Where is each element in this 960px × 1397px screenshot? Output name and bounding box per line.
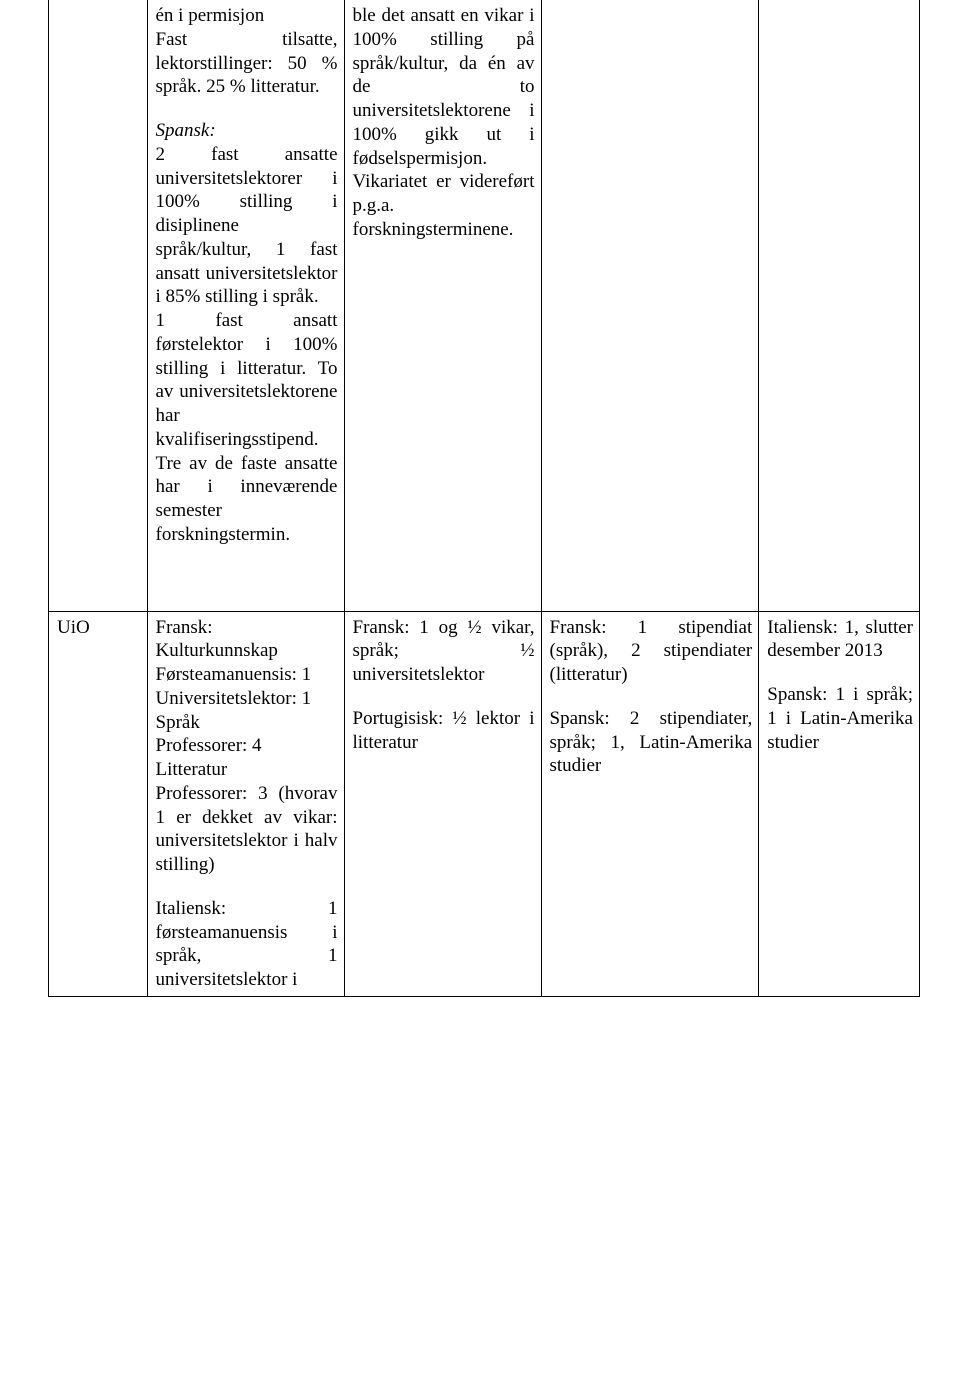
spacer <box>353 687 535 707</box>
cell-text: Fransk: 1 og ½ vikar, språk; ½ universit… <box>353 616 535 687</box>
data-table: én i permisjonFast tilsatte, lektorstill… <box>48 0 920 997</box>
table-cell: UiO <box>49 611 148 996</box>
table-cell: ble det ansatt en vikar i 100% stilling … <box>344 0 541 611</box>
spacer <box>156 99 338 119</box>
cell-text: Språk <box>156 711 338 735</box>
cell-text: Fransk: <box>156 616 338 640</box>
cell-text: Italiensk: 1, slutter desember 2013 <box>767 616 913 664</box>
cell-text: Fast tilsatte, lektorstillinger: 50 % sp… <box>156 28 338 99</box>
cell-text: Tre av de faste ansatte har i inneværend… <box>156 452 338 547</box>
table-cell: én i permisjonFast tilsatte, lektorstill… <box>147 0 344 611</box>
table-body: én i permisjonFast tilsatte, lektorstill… <box>49 0 920 996</box>
cell-text: 2 fast ansatte universitetslektorer i 10… <box>156 143 338 309</box>
cell-text: Spansk: 2 stipendiater, språk; 1, Latin-… <box>550 707 753 778</box>
table-cell: Fransk: 1 stipendiat (språk), 2 stipendi… <box>541 611 759 996</box>
cell-text: Fransk: 1 stipendiat (språk), 2 stipendi… <box>550 616 753 687</box>
table-row: én i permisjonFast tilsatte, lektorstill… <box>49 0 920 611</box>
cell-text: Universitetslektor: 1 <box>156 687 338 711</box>
table-cell: Italiensk: 1, slutter desember 2013 Spans… <box>759 611 920 996</box>
cell-text: Professorer: 3 (hvorav 1 er dekket av vi… <box>156 782 338 877</box>
cell-text: 1 fast ansatt førstelektor i 100% stilli… <box>156 309 338 452</box>
cell-text: UiO <box>57 616 141 640</box>
table-cell <box>49 0 148 611</box>
spacer <box>550 687 753 707</box>
spacer <box>156 877 338 897</box>
cell-text: Førsteamanuensis: 1 <box>156 663 338 687</box>
cell-text: Spansk: 1 i språk; 1 i Latin-Amerika stu… <box>767 683 913 754</box>
cell-text: Kulturkunnskap <box>156 639 338 663</box>
spacer <box>767 663 913 683</box>
cell-text: Professorer: 4 <box>156 734 338 758</box>
table-cell: Fransk: 1 og ½ vikar, språk; ½ universit… <box>344 611 541 996</box>
cell-text: Italiensk: 1 førsteamanuensis i språk, 1… <box>156 897 338 992</box>
table-cell: Fransk:KulturkunnskapFørsteamanuensis: 1… <box>147 611 344 996</box>
table-cell <box>541 0 759 611</box>
table-cell <box>759 0 920 611</box>
table-row: UiOFransk:KulturkunnskapFørsteamanuensis… <box>49 611 920 996</box>
cell-text: Litteratur <box>156 758 338 782</box>
spacer <box>156 547 338 607</box>
cell-text: én i permisjon <box>156 4 338 28</box>
cell-text: Spansk: <box>156 119 338 143</box>
cell-text: Portugisisk: ½ lektor i litteratur <box>353 707 535 755</box>
document-page: én i permisjonFast tilsatte, lektorstill… <box>0 0 960 1397</box>
cell-text: ble det ansatt en vikar i 100% stilling … <box>353 4 535 242</box>
